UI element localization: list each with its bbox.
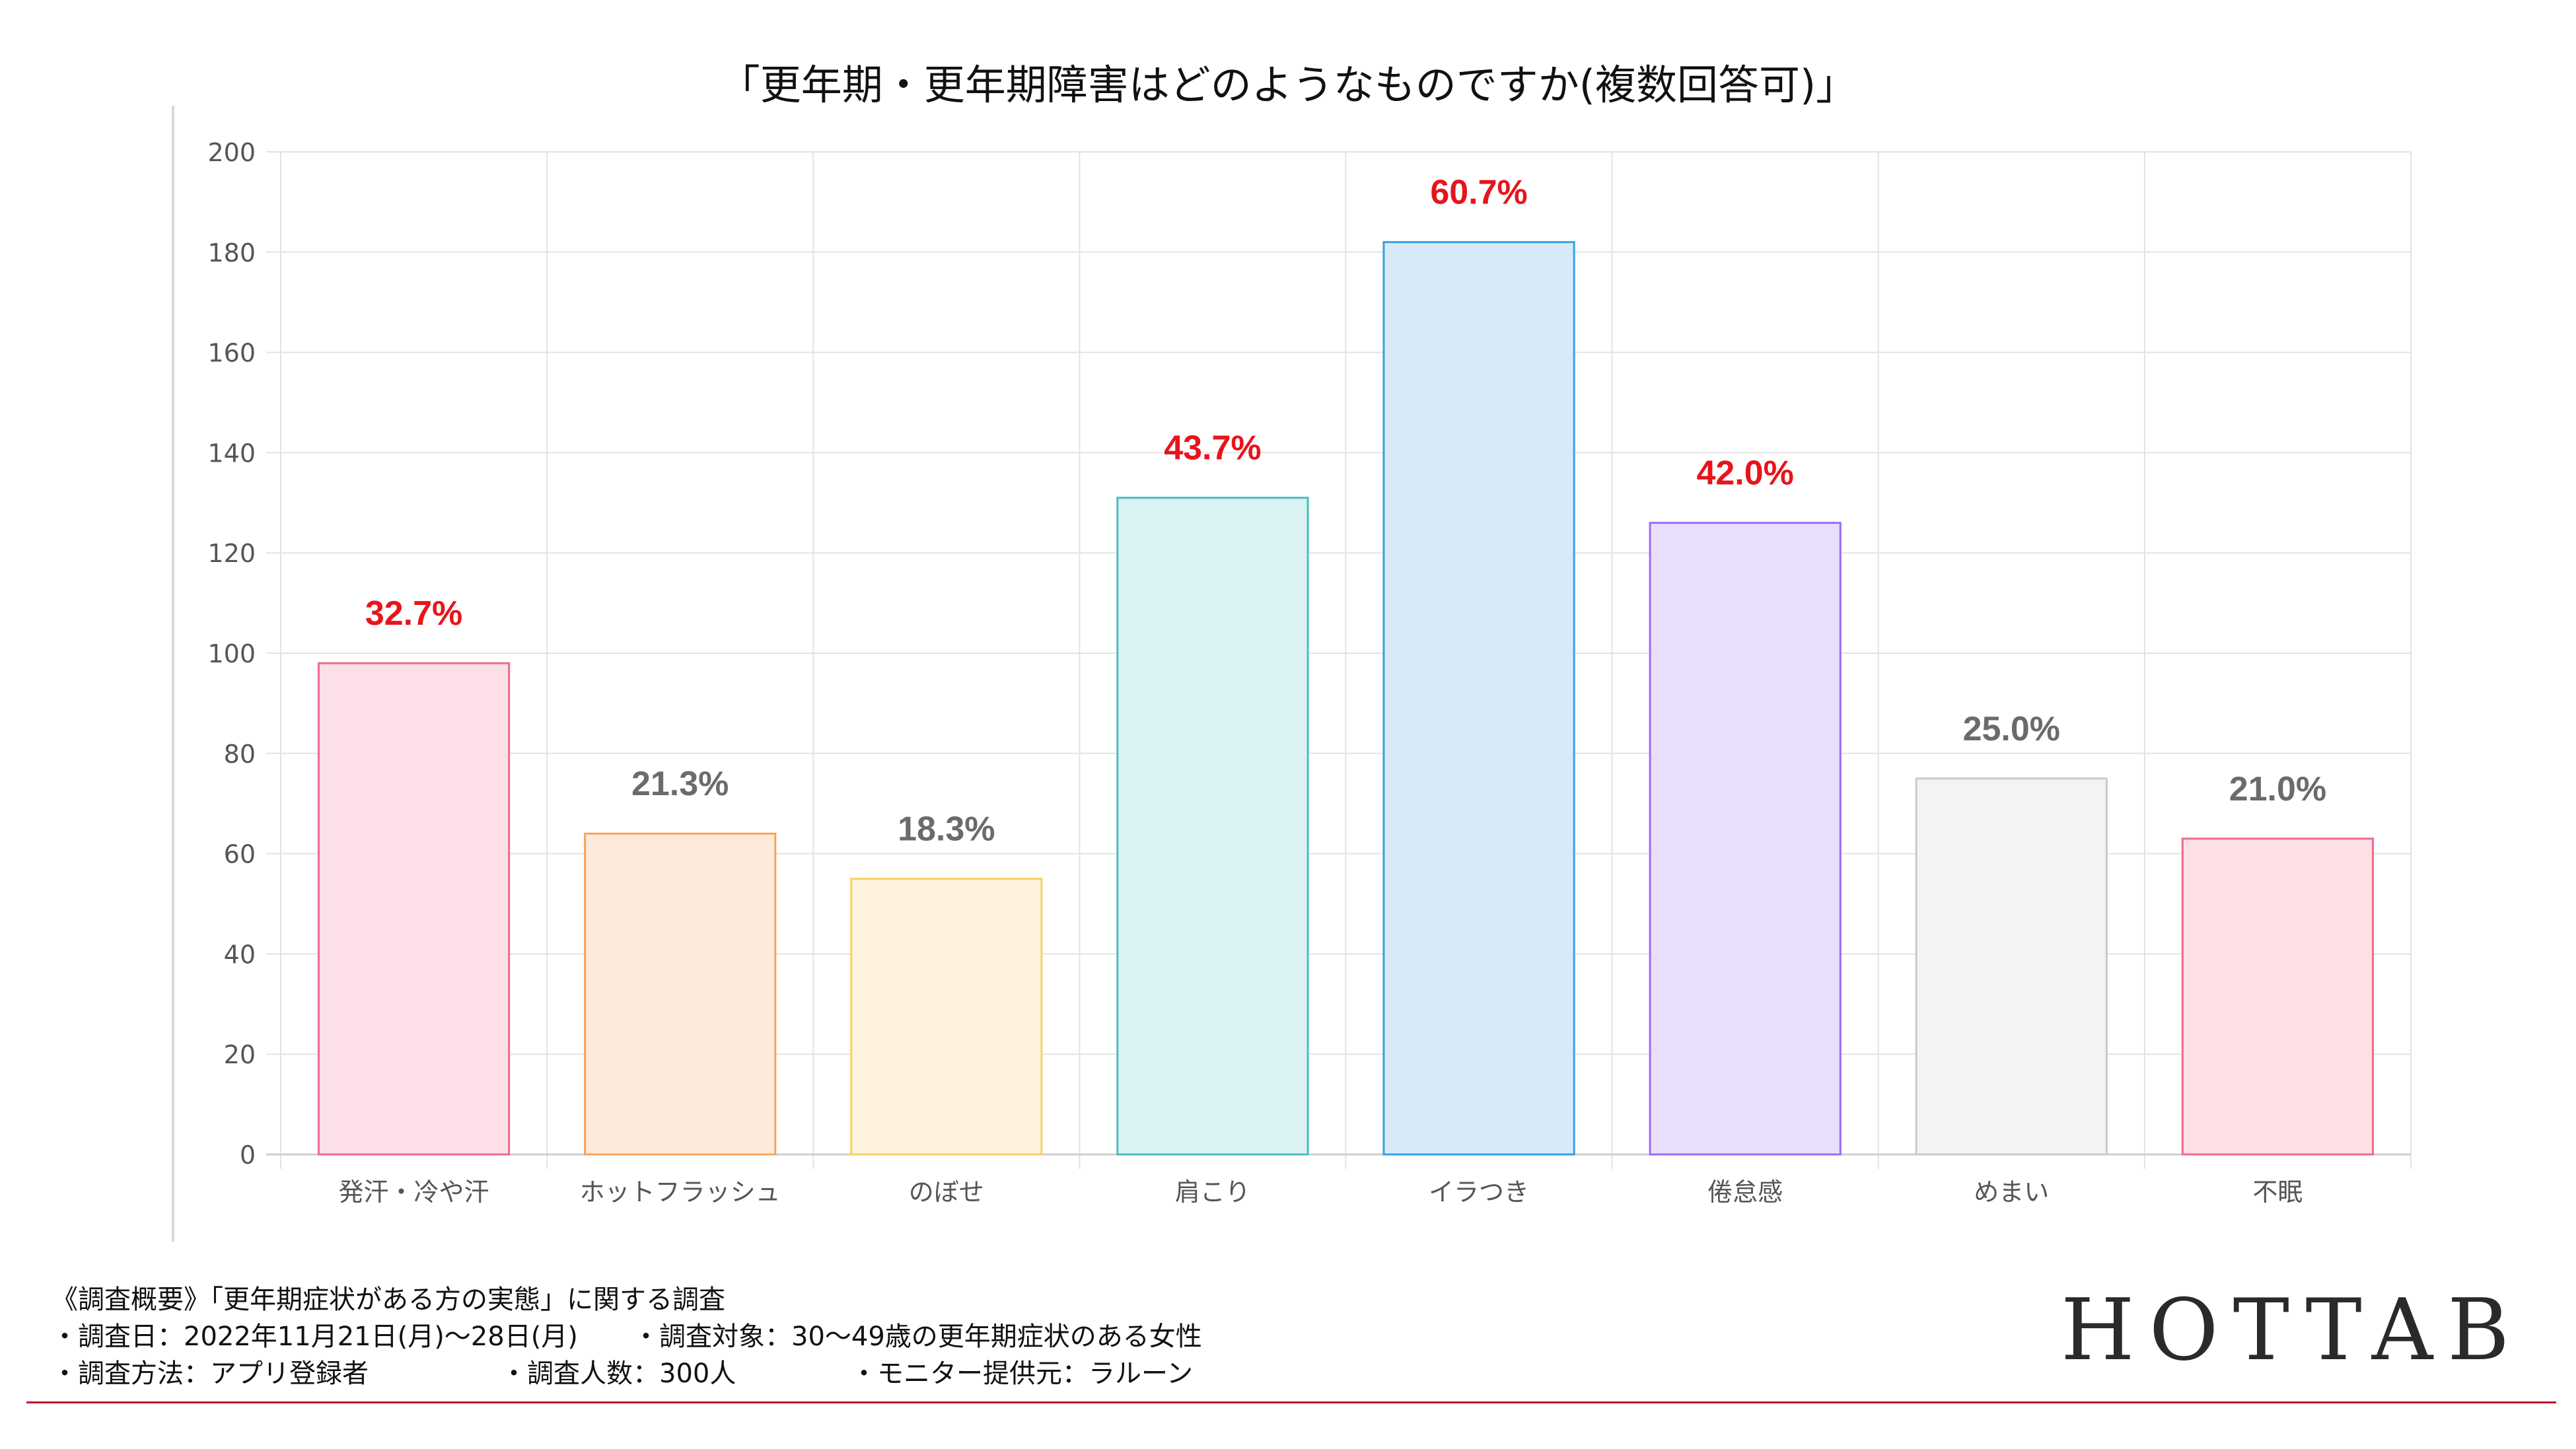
survey-heading: 《調査概要》「更年期症状がある方の実態」に関する調査 xyxy=(52,1285,725,1315)
data-label: 43.7% xyxy=(1164,429,1261,468)
bar xyxy=(2181,837,2375,1156)
survey-line-1: ・調査日：2022年11月21日(月)〜28日(月) ・調査対象：30〜49歳の更… xyxy=(52,1318,1202,1355)
y-tick-label: 120 xyxy=(207,539,256,568)
y-tick-label: 100 xyxy=(207,639,256,668)
y-tick-label: 160 xyxy=(207,339,256,368)
y-tick-label: 0 xyxy=(240,1141,256,1170)
data-label: 42.0% xyxy=(1696,454,1793,493)
data-label: 32.7% xyxy=(365,594,462,633)
x-tick-label: 倦怠感 xyxy=(1707,1178,1783,1207)
x-tick-label: めまい xyxy=(1974,1178,2049,1207)
y-tick-label: 40 xyxy=(224,940,256,969)
bar xyxy=(317,662,511,1156)
x-tick-label: ホットフラッシュ xyxy=(580,1178,781,1207)
data-label: 25.0% xyxy=(1963,710,2060,748)
bar xyxy=(584,832,777,1156)
survey-line-2: ・調査方法：アプリ登録者 ・調査人数：300人 ・モニター提供元：ラルーン xyxy=(52,1355,1202,1392)
brand-logo: HOTTAB xyxy=(2061,1281,2524,1380)
survey-method: ・調査方法：アプリ登録者 xyxy=(52,1359,369,1389)
y-tick-label: 60 xyxy=(224,840,256,869)
bar-chart: 0 20 40 60 80 100 120 140 160 180 200 32.7% 発汗・冷や汗 21… xyxy=(172,106,2412,1242)
data-label: 60.7% xyxy=(1430,174,1527,212)
y-tick-label: 200 xyxy=(207,138,256,167)
x-tick-label: 肩こり xyxy=(1175,1178,1250,1207)
survey-count: ・調査人数：300人 xyxy=(501,1359,736,1389)
footer-divider xyxy=(26,1401,2556,1403)
bar xyxy=(1382,241,1575,1156)
data-label: 18.3% xyxy=(898,810,995,849)
x-tick-label: のぼせ xyxy=(909,1178,984,1207)
y-tick-label: 20 xyxy=(224,1040,256,1069)
y-tick-label: 140 xyxy=(207,439,256,468)
x-tick-label: 不眠 xyxy=(2252,1178,2303,1207)
bar xyxy=(850,878,1043,1156)
x-tick-label: 発汗・冷や汗 xyxy=(339,1178,489,1207)
survey-target: ・調査対象：30〜49歳の更年期症状のある女性 xyxy=(633,1322,1202,1352)
survey-date: ・調査日：2022年11月21日(月)〜28日(月) xyxy=(52,1322,578,1352)
y-tick-label: 180 xyxy=(207,238,256,267)
data-label: 21.0% xyxy=(2229,770,2326,808)
bar xyxy=(1915,777,2108,1156)
chart-title: 「更年期・更年期障害はどのようなものですか(複数回答可)」 xyxy=(719,61,1857,109)
y-tick-label: 80 xyxy=(224,740,256,769)
x-tick-label: イラつき xyxy=(1429,1178,1529,1207)
survey-provider: ・モニター提供元：ラルーン xyxy=(851,1359,1193,1389)
bar xyxy=(1649,522,1842,1156)
survey-notes: 《調査概要》「更年期症状がある方の実態」に関する調査 ・調査日：2022年11月2… xyxy=(52,1281,1202,1392)
bar xyxy=(1116,497,1309,1156)
data-label: 21.3% xyxy=(631,765,729,803)
